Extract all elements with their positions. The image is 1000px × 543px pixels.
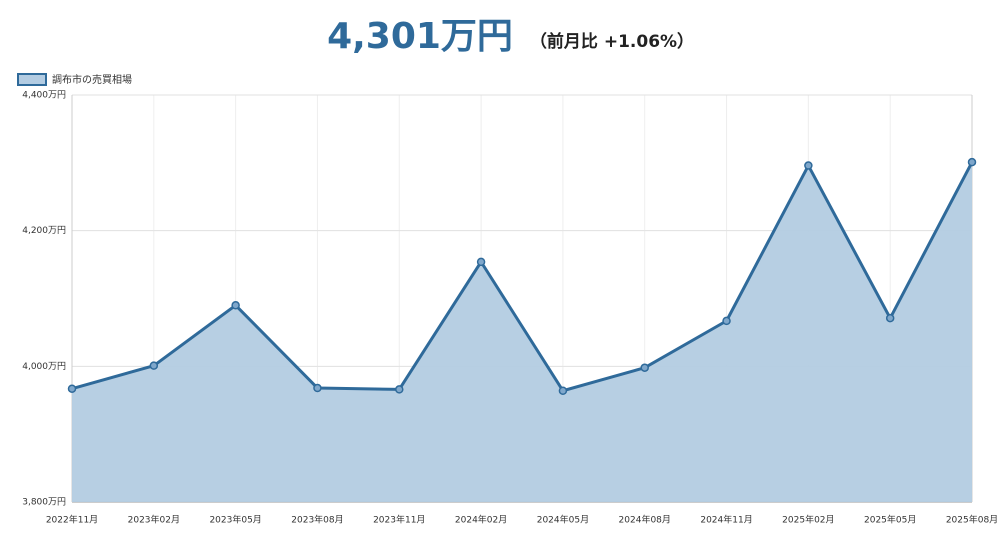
point	[476, 257, 486, 267]
x-tick-label: 2024年05月	[537, 514, 589, 526]
x-tick-label: 2024年02月	[455, 514, 507, 526]
legend-label: 調布市の売買相場	[52, 73, 132, 86]
y-tick-label: 4,000万円	[22, 361, 66, 372]
chart-subtitle: （前月比 +1.06%）	[530, 31, 694, 52]
x-tick-label: 2023年02月	[128, 514, 180, 526]
point	[67, 384, 77, 393]
point	[804, 161, 813, 170]
point	[395, 385, 404, 394]
point	[231, 301, 240, 310]
point	[640, 363, 649, 372]
legend-swatch	[17, 73, 47, 86]
point	[313, 383, 322, 393]
point	[558, 386, 568, 396]
point	[722, 316, 731, 326]
x-tick-label: 2024年08月	[619, 514, 671, 526]
point	[885, 313, 895, 323]
area	[72, 162, 972, 502]
point	[967, 157, 977, 167]
y-tick-label: 4,200万円	[22, 225, 66, 236]
point	[149, 361, 159, 370]
line	[71, 161, 974, 393]
x-tick-label: 2025年08月	[946, 514, 998, 526]
y-tick-label: 3,800万円	[22, 497, 66, 508]
x-tick-label: 2024年11月	[700, 514, 752, 526]
y-tick-label: 4,400万円	[22, 90, 66, 101]
x-tick-label: 2022年11月	[46, 514, 98, 526]
x-tick-label: 2023年08月	[291, 514, 343, 526]
x-tick-label: 2023年05月	[209, 514, 261, 526]
chart-title: 4,301万円	[327, 16, 513, 57]
x-tick-label: 2025年05月	[864, 514, 916, 526]
x-tick-label: 2025年02月	[782, 514, 834, 526]
x-tick-label: 2023年11月	[373, 514, 425, 526]
